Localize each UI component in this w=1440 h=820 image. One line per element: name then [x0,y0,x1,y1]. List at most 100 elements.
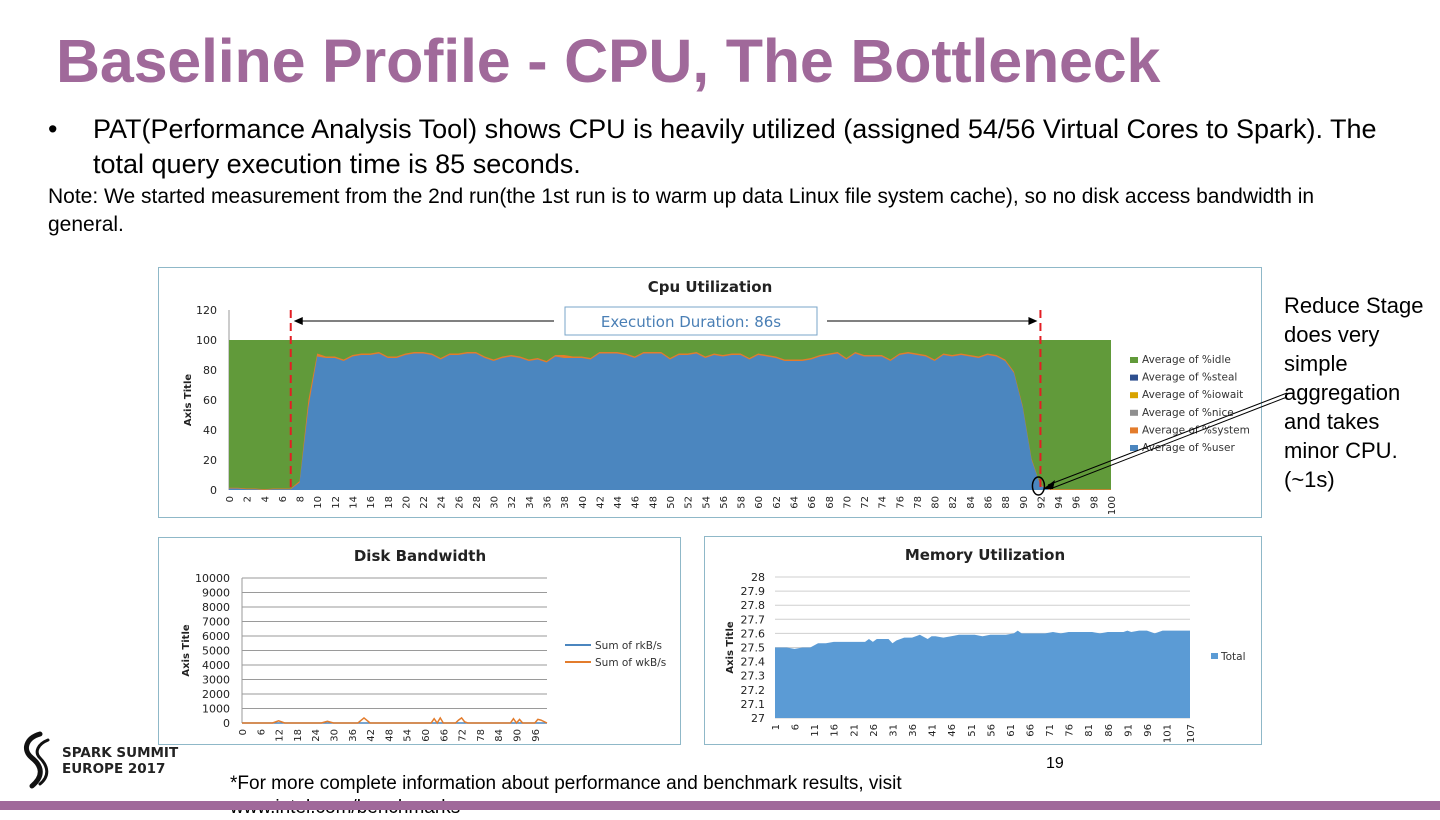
cpu-xtick-label: 96 [1072,496,1083,509]
memory-ytick-label: 27.3 [741,670,766,683]
cpu-legend-swatch [1130,427,1138,434]
disk-xtick-label: 36 [348,729,359,742]
memory-legend-swatch [1211,653,1218,659]
duration-label: Execution Duration: 86s [601,313,781,331]
disk-chart-title: Disk Bandwidth [354,547,486,565]
cpu-ytick-label: 20 [203,454,217,467]
spark-logo-icon [23,731,50,789]
memory-xtick-label: 16 [830,724,841,737]
memory-ytick-label: 27.2 [741,684,766,697]
disk-bandwidth-chart: Disk Bandwidth 0 1000 2000 3000 4000 5000 6000 7… [158,537,681,745]
memory-xtick-label: 86 [1104,724,1115,737]
cpu-xtick-label: 60 [754,496,765,509]
cpu-xtick-label: 70 [842,496,853,509]
cpu-xtick-label: 64 [789,496,800,509]
cpu-xtick-label: 50 [666,496,677,509]
disk-y-axis-title: Axis Title [181,624,192,677]
memory-xtick-label: 46 [947,724,958,737]
cpu-xtick-label: 44 [613,496,624,509]
cpu-xtick-label: 100 [1107,496,1118,515]
cpu-ytick-label: 100 [196,334,217,347]
cpu-legend-label: Average of %user [1142,442,1235,454]
disk-wkb-line [242,716,548,725]
disk-xtick-label: 6 [256,729,267,735]
memory-ytick-label: 27.5 [741,642,766,655]
cpu-xtick-label: 16 [366,496,377,509]
cpu-xtick-label: 88 [1001,496,1012,509]
cpu-legend-swatch [1130,409,1138,416]
memory-ytick-label: 28 [751,571,765,584]
memory-xtick-label: 26 [869,724,880,737]
page-number: 19 [1046,755,1064,772]
memory-xtick-label: 76 [1065,724,1076,737]
footnote: *For more complete information about per… [230,773,902,818]
cpu-xtick-label: 38 [560,496,571,509]
cpu-legend-label: Average of %steal [1142,372,1237,384]
reduce-stage-annotation: Reduce Stage does very simple aggregatio… [1284,293,1424,492]
disk-ytick-label: 7000 [202,616,230,629]
cpu-xtick-label: 30 [490,496,501,509]
disk-ytick-label: 1000 [202,703,230,716]
disk-xtick-label: 66 [439,729,450,742]
memory-xtick-label: 11 [810,724,821,737]
cpu-ytick-label: 40 [203,424,217,437]
note-text: Note: We started measurement from the 2n… [48,185,1315,236]
disk-xtick-label: 54 [403,729,414,742]
disk-ytick-label: 6000 [202,630,230,643]
cpu-xtick-label: 26 [454,496,465,509]
memory-ytick-label: 27 [751,712,765,725]
cpu-xtick-label: 76 [895,496,906,509]
disk-chart-svg: Disk Bandwidth01000200030004000500060007… [181,547,666,742]
cpu-user-area [229,353,1111,490]
cpu-xtick-label: 6 [278,496,289,502]
memory-xtick-label: 6 [791,724,802,730]
cpu-ytick-label: 0 [210,484,217,497]
memory-xtick-label: 96 [1143,724,1154,737]
memory-xtick-label: 107 [1186,724,1197,743]
memory-legend-label: Total [1220,651,1246,663]
logo-line1: SPARK SUMMIT [62,745,179,761]
memory-xtick-label: 56 [986,724,997,737]
cpu-xtick-label: 24 [437,496,448,509]
cpu-legend-swatch [1130,374,1138,381]
cpu-xtick-label: 36 [543,496,554,509]
cpu-xtick-label: 40 [578,496,589,509]
memory-xtick-label: 41 [928,724,939,737]
disk-xtick-label: 42 [366,729,377,742]
memory-utilization-chart: Memory Utilization 27 27.1 27.2 27.3 27.4 27.5… [704,536,1262,745]
disk-ytick-label: 4000 [202,659,230,672]
memory-ytick-label: 27.4 [741,656,766,669]
cpu-xtick-label: 72 [860,496,871,509]
disk-ytick-label: 5000 [202,645,230,658]
cpu-xtick-label: 28 [472,496,483,509]
cpu-chart-title: Cpu Utilization [648,278,773,296]
bottom-accent-bar [0,801,1440,810]
cpu-xtick-label: 62 [772,496,783,509]
cpu-xtick-label: 54 [701,496,712,509]
cpu-legend-swatch [1130,357,1138,363]
disk-xtick-label: 72 [458,729,469,742]
disk-xtick-label: 18 [293,729,304,742]
cpu-xtick-label: 86 [984,496,995,509]
memory-total-area [775,630,1190,718]
cpu-legend-label: Average of %iowait [1142,389,1243,401]
memory-xtick-label: 1 [771,724,782,730]
cpu-legend-label: Average of %idle [1142,354,1231,366]
disk-xtick-label: 60 [421,729,432,742]
cpu-ytick-label: 120 [196,304,217,317]
cpu-xtick-label: 0 [225,496,236,502]
cpu-xtick-label: 32 [507,496,518,509]
cpu-xtick-label: 42 [595,496,606,509]
disk-xtick-label: 24 [311,729,322,742]
disk-ytick-label: 0 [223,717,230,730]
memory-xtick-label: 51 [967,724,978,737]
cpu-legend-label: Average of %system [1142,424,1250,436]
cpu-xtick-label: 84 [966,496,977,509]
duration-arrowhead-left [293,317,303,325]
disk-xtick-label: 78 [476,729,487,742]
cpu-xtick-label: 58 [737,496,748,509]
disk-ytick-label: 10000 [195,572,230,585]
memory-xtick-label: 21 [849,724,860,737]
bullet-text: PAT(Performance Analysis Tool) shows CPU… [93,114,1377,179]
